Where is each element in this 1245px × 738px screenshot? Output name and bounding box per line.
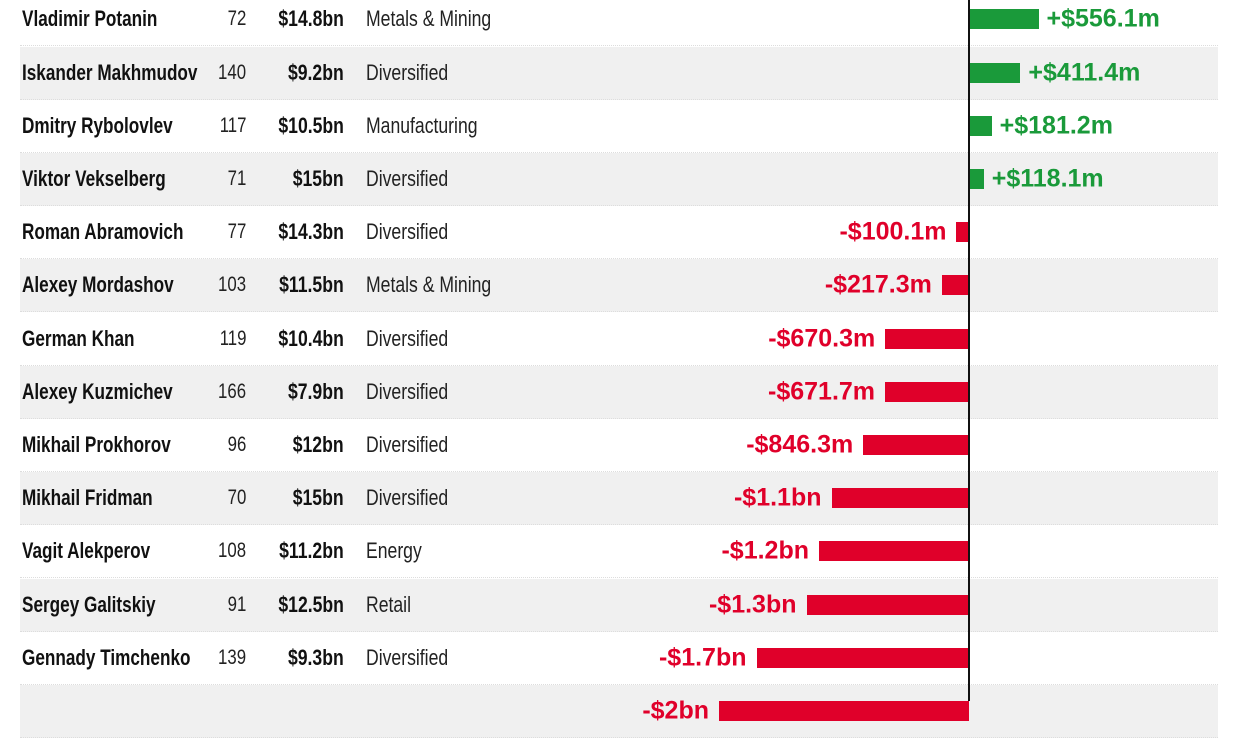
sector: Manufacturing	[366, 112, 478, 138]
net-worth: $10.4bn	[278, 325, 344, 351]
rank: 140	[217, 60, 246, 84]
table-row: German Khan 119 $10.4bn Diversified -$670.3m	[20, 313, 1218, 366]
zero-axis-line	[968, 0, 970, 701]
loss-bar	[941, 275, 969, 296]
change-label: -$670.3m	[768, 324, 876, 353]
change-label: -$100.1m	[839, 217, 947, 246]
change-label: +$556.1m	[1046, 4, 1160, 33]
gain-bar	[969, 169, 984, 189]
net-worth: $14.8bn	[278, 6, 344, 32]
change-label: -$1.3bn	[708, 590, 797, 619]
gain-bar	[969, 9, 1039, 30]
net-worth: $7.9bn	[288, 378, 344, 404]
sector: Retail	[366, 591, 411, 617]
net-worth: $12.5bn	[278, 591, 344, 617]
gain-bar	[969, 62, 1021, 83]
loss-bar	[885, 381, 969, 402]
table-row: Gennady Timchenko 139 $9.3bn Diversified -$1…	[20, 632, 1218, 685]
change-label: -$217.3m	[824, 270, 932, 299]
person-name: Alexey Mordashov	[22, 272, 174, 298]
net-worth: $14.3bn	[278, 219, 344, 245]
table-row: Iskander Makhmudov 140 $9.2bn Diversified +$…	[20, 46, 1218, 100]
loss-bar	[956, 222, 969, 243]
change-label: -$1.1bn	[733, 483, 822, 512]
person-name: Alexey Kuzmichev	[22, 378, 173, 404]
net-worth: $10.5bn	[278, 112, 344, 138]
table-row: Alexey Mordashov 103 $11.5bn Metals & Minin…	[20, 259, 1218, 313]
net-worth: $11.2bn	[279, 538, 344, 564]
change-label: -$1.2bn	[721, 536, 809, 565]
sector: Diversified	[366, 378, 449, 404]
rank: 77	[227, 220, 246, 244]
loss-bar	[756, 647, 969, 668]
loss-bar	[831, 488, 969, 509]
rank: 166	[217, 379, 246, 403]
table-row: Viktor Vekselberg 71 $15bn Diversified +$118…	[20, 153, 1218, 206]
sector: Diversified	[366, 432, 449, 457]
person-name: German Khan	[22, 325, 135, 351]
table-row: Sergey Galitskiy 91 $12.5bn Retail -$1.3bn	[20, 578, 1218, 632]
gain-bar	[969, 115, 992, 136]
sector: Diversified	[366, 644, 449, 670]
net-worth: $12bn	[293, 432, 344, 457]
change-label: +$181.2m	[999, 111, 1113, 140]
sector: Diversified	[366, 325, 449, 351]
net-worth: $15bn	[293, 166, 344, 191]
table-row: Vladimir Potanin 72 $14.8bn Metals & Mining…	[20, 0, 1218, 47]
table-row: Roman Abramovich 77 $14.3bn Diversified -$10…	[20, 206, 1218, 260]
rank: 117	[219, 113, 246, 137]
change-label: +$411.4m	[1028, 58, 1141, 87]
person-name: Vagit Alekperov	[22, 538, 151, 564]
sector: Diversified	[366, 219, 449, 245]
rank: 71	[227, 167, 246, 190]
rank: 91	[227, 592, 246, 616]
change-label: -$671.7m	[768, 377, 876, 406]
sector: Metals & Mining	[366, 272, 492, 298]
table-row: Vagit Alekperov 108 $11.2bn Energy -$1.2bn	[20, 525, 1218, 579]
person-name: Mikhail Prokhorov	[22, 432, 171, 457]
net-worth: $9.2bn	[288, 59, 344, 85]
net-worth: $11.5bn	[279, 272, 344, 298]
rank: 96	[227, 433, 246, 456]
person-name: Viktor Vekselberg	[22, 166, 166, 191]
loss-bar	[885, 328, 969, 349]
sector: Metals & Mining	[366, 6, 492, 32]
person-name: Sergey Galitskiy	[22, 591, 156, 617]
change-label: +$118.1m	[991, 164, 1104, 193]
net-worth: $9.3bn	[288, 644, 344, 670]
table-row: Mikhail Prokhorov 96 $12bn Diversified -$846…	[20, 419, 1218, 472]
rank: 103	[217, 273, 246, 297]
loss-bar	[806, 594, 969, 615]
person-name: Iskander Makhmudov	[22, 59, 198, 85]
table-row: Alexey Kuzmichev 166 $7.9bn Diversified -$67…	[20, 365, 1218, 419]
net-worth: $15bn	[293, 485, 344, 511]
person-name: Mikhail Fridman	[22, 485, 153, 511]
sector: Energy	[366, 538, 422, 564]
loss-bar	[863, 435, 969, 455]
change-label: -$1.7bn	[658, 643, 747, 672]
rank: 119	[219, 326, 246, 350]
rank: 72	[227, 7, 246, 31]
loss-bar	[719, 701, 969, 721]
person-name: Vladimir Potanin	[22, 6, 158, 32]
table-row: Dmitry Rybolovlev 117 $10.5bn Manufacturing…	[20, 100, 1218, 153]
rank: 139	[217, 645, 246, 669]
person-name: Roman Abramovich	[22, 219, 184, 245]
change-label: -$846.3m	[746, 430, 854, 459]
rank: 70	[227, 486, 246, 510]
loss-bar	[819, 541, 969, 562]
rank: 108	[217, 539, 246, 563]
sector: Diversified	[366, 59, 449, 85]
sector: Diversified	[366, 166, 449, 191]
table-row: Mikhail Fridman 70 $15bn Diversified -$1.1bn	[20, 472, 1218, 526]
person-name: Gennady Timchenko	[22, 644, 191, 670]
person-name: Dmitry Rybolovlev	[22, 112, 173, 138]
table-row: -$2bn	[20, 685, 1218, 738]
sector: Diversified	[366, 485, 449, 511]
